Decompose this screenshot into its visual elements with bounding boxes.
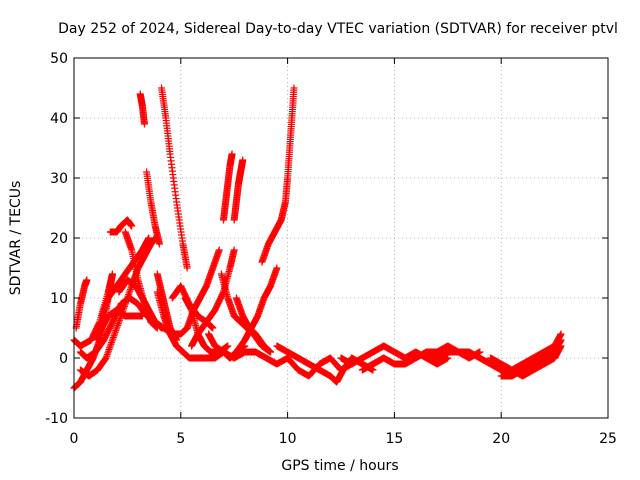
data-point xyxy=(126,287,134,295)
data-point xyxy=(114,321,122,329)
data-point xyxy=(83,276,91,284)
data-point xyxy=(444,354,452,362)
data-point xyxy=(140,120,148,128)
data-point xyxy=(114,320,122,328)
data-point xyxy=(209,324,217,332)
data-point xyxy=(557,336,565,344)
x-tick-label: 0 xyxy=(70,431,79,447)
data-point xyxy=(109,333,117,341)
data-point xyxy=(290,84,298,92)
data-point xyxy=(105,345,113,353)
data-point xyxy=(476,348,484,356)
y-tick-label: 10 xyxy=(50,291,68,307)
data-point xyxy=(106,344,114,352)
data-point xyxy=(106,342,114,350)
data-point xyxy=(115,318,123,326)
x-tick-label: 5 xyxy=(176,431,185,447)
series-arc-17 xyxy=(183,246,223,332)
y-tick-label: -10 xyxy=(45,411,68,427)
series-arc-25 xyxy=(258,84,298,266)
data-point xyxy=(111,328,119,336)
x-tick-label: 20 xyxy=(492,431,510,447)
data-point xyxy=(369,366,377,374)
series-arc-14 xyxy=(153,270,181,344)
data-point xyxy=(103,352,111,360)
x-axis-label: GPS time / hours xyxy=(281,458,398,474)
chart-title: Day 252 of 2024, Sidereal Day-to-day VTE… xyxy=(58,21,618,37)
series-arc-30 xyxy=(422,330,565,374)
series-arc-22 xyxy=(230,156,247,224)
data-point xyxy=(103,351,111,359)
series-arc-10 xyxy=(136,90,148,128)
data-point xyxy=(107,340,115,348)
data-point xyxy=(215,246,223,254)
data-point xyxy=(108,339,116,347)
series-arc-32 xyxy=(497,336,565,380)
series-arc-23 xyxy=(232,294,275,356)
data-points xyxy=(70,84,565,392)
data-point xyxy=(128,222,136,230)
series-arc-02 xyxy=(72,276,91,332)
data-point xyxy=(104,349,112,357)
data-point xyxy=(557,330,565,338)
data-point xyxy=(153,324,161,332)
data-point xyxy=(112,325,120,333)
data-point xyxy=(267,348,275,356)
y-tick-label: 0 xyxy=(59,351,68,367)
x-tick-label: 25 xyxy=(599,431,617,447)
x-tick-label: 10 xyxy=(279,431,297,447)
series-arc-07 xyxy=(106,216,136,236)
series-arc-21 xyxy=(220,150,236,224)
data-point xyxy=(112,327,120,335)
data-point xyxy=(109,335,117,343)
data-point xyxy=(111,330,119,338)
series-arc-12 xyxy=(143,168,163,248)
data-point xyxy=(230,246,238,254)
y-tick-label: 40 xyxy=(50,111,68,127)
y-tick-label: 30 xyxy=(50,171,68,187)
data-point xyxy=(155,240,163,248)
data-point xyxy=(115,316,123,324)
data-point xyxy=(138,312,146,320)
y-tick-label: 20 xyxy=(50,231,68,247)
data-point xyxy=(113,323,121,331)
data-point xyxy=(224,342,232,350)
series-arc-24 xyxy=(232,264,281,356)
data-point xyxy=(239,156,247,164)
data-point xyxy=(110,332,118,340)
series-arc-11 xyxy=(158,84,191,272)
data-point xyxy=(102,354,110,362)
data-point xyxy=(126,285,134,293)
data-point xyxy=(183,264,191,272)
series-arc-09 xyxy=(121,228,161,332)
y-tick-label: 50 xyxy=(50,51,68,67)
data-point xyxy=(228,150,236,158)
grid xyxy=(74,58,608,418)
x-tick-label: 15 xyxy=(385,431,403,447)
y-axis-label: SDTVAR / TECUs xyxy=(8,181,24,296)
data-point xyxy=(173,336,181,344)
data-point xyxy=(145,234,153,242)
data-point xyxy=(104,347,112,355)
series-arc-05 xyxy=(93,306,146,344)
data-point xyxy=(108,337,116,345)
data-point xyxy=(273,264,281,272)
